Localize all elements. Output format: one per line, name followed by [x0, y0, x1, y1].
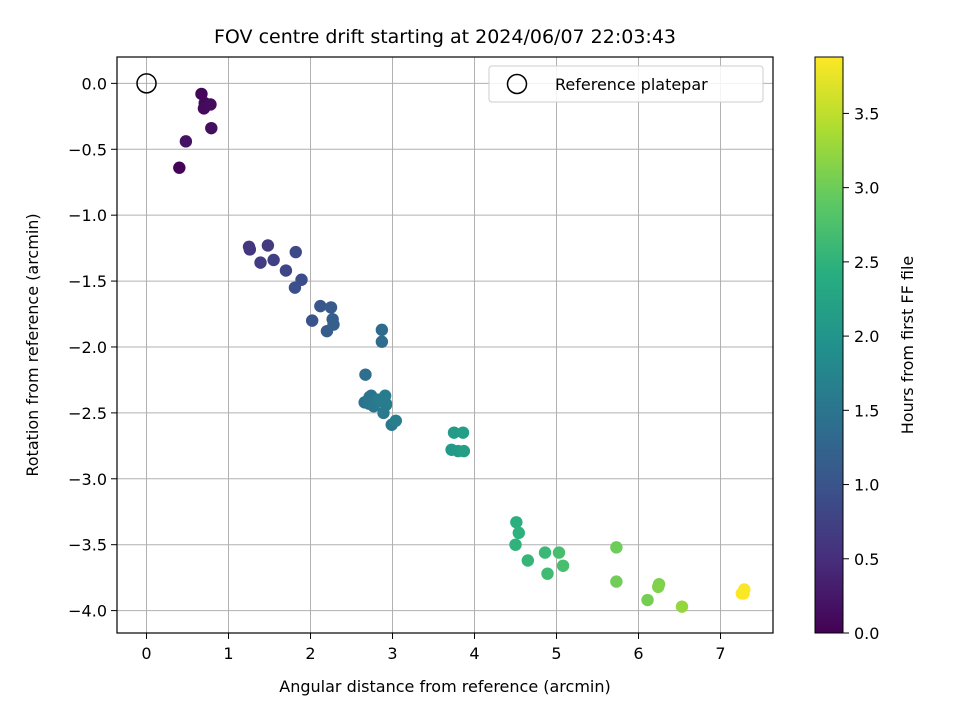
data-point: [556, 559, 570, 572]
data-point: [457, 444, 471, 458]
data-point: [641, 593, 654, 607]
colorbar-tick-label: 2.0: [854, 327, 879, 346]
data-point: [279, 264, 293, 277]
y-tick-label: −2.5: [68, 404, 107, 423]
y-axis-label: Rotation from reference (arcmin): [23, 213, 42, 476]
x-tick-label: 5: [551, 644, 561, 663]
y-tick-label: 0.0: [82, 74, 107, 93]
colorbar-tick-label: 1.5: [854, 401, 879, 420]
data-point: [552, 546, 566, 559]
colorbar-tick-label: 0.0: [854, 624, 879, 643]
y-tick-label: −4.0: [68, 602, 107, 621]
data-point: [521, 554, 535, 567]
data-point: [254, 256, 267, 269]
reference-platepar-marker: [136, 73, 157, 94]
data-point: [541, 567, 554, 580]
data-point: [738, 583, 751, 596]
x-axis-ticks: 0 1 2 3 4 5 6 7: [141, 633, 726, 663]
x-axis-label: Angular distance from reference (arcmin): [279, 677, 610, 696]
data-point: [538, 546, 552, 559]
data-point: [288, 281, 302, 294]
data-point: [652, 580, 665, 594]
plot-frame: [116, 56, 774, 634]
colorbar: 0.0 0.5 1.0 1.5 2.0 2.5 3.0 3.5 Hours from firs…: [814, 56, 917, 643]
data-point: [267, 253, 280, 267]
data-point: [324, 301, 338, 314]
legend-entry-reference-platepar: Reference platepar: [555, 75, 708, 94]
data-point: [610, 575, 623, 588]
x-tick-label: 4: [469, 644, 479, 663]
data-point: [305, 314, 319, 327]
colorbar-tick-label: 3.5: [854, 104, 879, 123]
data-point: [456, 426, 470, 439]
data-point: [610, 541, 623, 554]
data-point: [359, 368, 372, 381]
colorbar-ticks: 0.0 0.5 1.0 1.5 2.0 2.5 3.0 3.5: [843, 104, 879, 643]
data-point: [261, 239, 275, 252]
colorbar-tick-label: 0.5: [854, 550, 879, 569]
legend-marker-icon: [506, 73, 528, 95]
legend: Reference platepar: [488, 65, 764, 103]
data-point: [204, 98, 217, 111]
data-point: [173, 161, 186, 174]
data-point: [289, 245, 302, 259]
colorbar-tick-label: 3.0: [854, 179, 879, 198]
colorbar-tick-label: 1.0: [854, 476, 879, 495]
colorbar-label: Hours from first FF file: [898, 256, 917, 435]
data-point: [243, 243, 257, 256]
data-point: [512, 526, 525, 540]
data-point: [509, 538, 522, 551]
data-point: [327, 318, 340, 331]
chart-title: FOV centre drift starting at 2024/06/07 …: [214, 26, 676, 48]
y-tick-label: −2.0: [68, 338, 107, 357]
data-point: [179, 135, 193, 148]
data-point: [375, 335, 389, 348]
data-point: [447, 426, 461, 439]
data-point: [375, 323, 389, 337]
data-point: [389, 414, 402, 427]
x-tick-label: 6: [633, 644, 643, 663]
data-point: [379, 398, 393, 412]
grid-lines: [117, 57, 773, 633]
data-point: [445, 443, 458, 456]
x-tick-label: 2: [305, 644, 315, 663]
legend-box: [488, 65, 764, 103]
reference-point-marker: [136, 73, 157, 94]
x-tick-label: 3: [387, 644, 397, 663]
data-point: [205, 121, 218, 135]
data-point: [675, 600, 689, 613]
y-tick-label: −3.0: [68, 470, 107, 489]
x-tick-label: 7: [715, 644, 725, 663]
y-axis-ticks: 0.0 −0.5 −1.0 −1.5 −2.0 −2.5 −3.0 −3.5 −4.0: [68, 74, 117, 621]
data-point: [510, 516, 523, 529]
y-tick-label: −0.5: [68, 140, 107, 159]
y-tick-label: −1.0: [68, 206, 107, 225]
data-points: [173, 87, 751, 613]
y-tick-label: −1.5: [68, 272, 107, 291]
colorbar-gradient: [814, 56, 844, 634]
x-tick-label: 1: [223, 644, 233, 663]
data-point: [314, 299, 327, 313]
y-tick-label: −3.5: [68, 536, 107, 555]
colorbar-tick-label: 2.5: [854, 253, 879, 272]
x-tick-label: 0: [141, 644, 151, 663]
